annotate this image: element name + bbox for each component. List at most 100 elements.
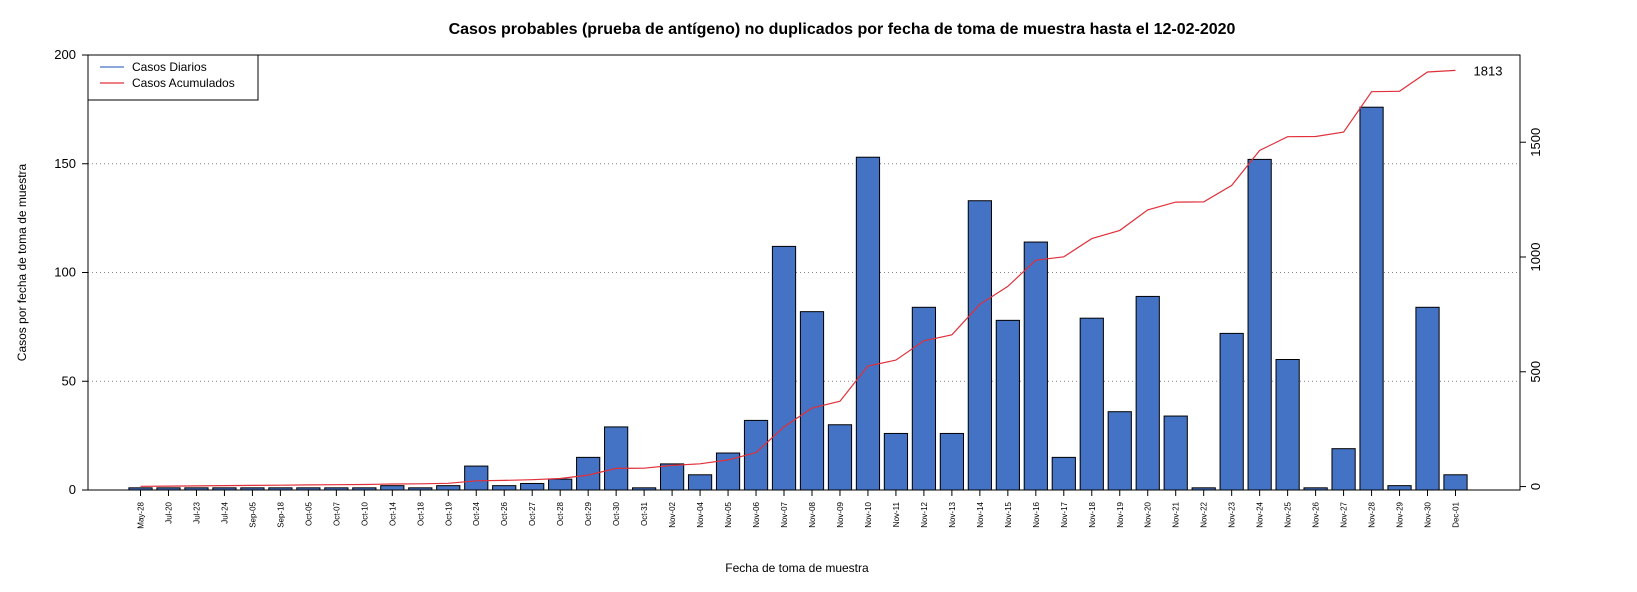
x-tick-label: Nov-16 — [1032, 501, 1041, 527]
bar — [548, 478, 573, 491]
x-tick-label: Oct-28 — [556, 501, 565, 526]
bar — [939, 432, 964, 491]
x-axis: May-28 Jul-20 Jul-23 Jul-24 Sep-05 Sep-18 Oct-… — [137, 489, 1461, 529]
bar — [1443, 474, 1468, 491]
x-tick-label: Nov-19 — [1116, 501, 1125, 527]
x-tick-label: Dec-01 — [1452, 501, 1461, 527]
bar — [967, 200, 992, 491]
x-tick-label: Nov-22 — [1200, 501, 1209, 527]
x-tick-label: Oct-24 — [472, 501, 481, 526]
x-tick-label: Nov-24 — [1256, 501, 1265, 527]
y-tick-label: 200 — [54, 47, 76, 62]
x-tick-label: Nov-25 — [1284, 501, 1293, 527]
bar — [1359, 106, 1384, 491]
cumulative-end-label: 1813 — [1474, 63, 1503, 78]
bar — [1247, 158, 1272, 491]
bar — [604, 426, 629, 491]
bar — [1079, 317, 1104, 491]
x-tick-label: Sep-05 — [248, 501, 257, 527]
x-tick-label: Nov-17 — [1060, 501, 1069, 527]
bar — [1023, 241, 1048, 491]
y-axis-title: Casos por fecha de toma de muestra — [15, 163, 29, 361]
bar — [855, 156, 881, 491]
bar — [380, 485, 405, 491]
x-tick-label: Nov-09 — [836, 501, 845, 527]
bar — [771, 245, 797, 491]
x-tick-label: Nov-04 — [696, 501, 705, 527]
bar — [659, 463, 685, 491]
chart-title: Casos probables (prueba de antígeno) no … — [449, 21, 1236, 38]
x-tick-label: Nov-10 — [864, 501, 873, 527]
x-tick-label: Oct-14 — [388, 501, 397, 526]
y-axis-right: 0 500 1000 1500 — [1520, 128, 1543, 490]
bar — [1275, 359, 1300, 491]
x-tick-label: Nov-15 — [1004, 501, 1013, 527]
legend: Casos Diarios Casos Acumulados — [87, 54, 259, 101]
bar — [911, 306, 937, 491]
x-tick-label: Nov-07 — [780, 501, 789, 527]
x-tick-label: Jul-20 — [164, 501, 173, 523]
x-tick-label: Jul-23 — [192, 501, 201, 523]
bar — [464, 465, 489, 491]
x-tick-label: Oct-26 — [500, 501, 509, 526]
y2-tick-label: 1500 — [1528, 128, 1543, 157]
x-tick-label: Nov-28 — [1368, 501, 1377, 527]
x-tick-label: Nov-11 — [892, 501, 901, 527]
bar — [687, 474, 713, 491]
y-tick-label: 150 — [54, 156, 76, 171]
bar — [1051, 456, 1076, 491]
bar — [1163, 415, 1188, 491]
y-tick-label: 0 — [69, 482, 76, 497]
y-tick-label: 50 — [62, 373, 76, 388]
x-tick-label: Oct-31 — [640, 501, 649, 526]
bar — [1387, 485, 1412, 491]
x-tick-label: Nov-02 — [668, 501, 677, 527]
bar — [520, 482, 545, 491]
x-tick-label: May-28 — [137, 501, 146, 528]
bar — [436, 485, 461, 491]
x-tick-label: Nov-29 — [1396, 501, 1405, 527]
x-tick-label: Oct-27 — [528, 501, 537, 526]
x-tick-label: Nov-26 — [1312, 501, 1321, 527]
y2-tick-label: 500 — [1528, 361, 1543, 383]
bar — [1415, 306, 1440, 491]
x-tick-label: Oct-30 — [612, 501, 621, 526]
y2-tick-label: 0 — [1528, 483, 1543, 490]
x-tick-label: Oct-19 — [444, 501, 453, 526]
bar — [827, 424, 853, 491]
x-tick-label: Nov-30 — [1424, 501, 1433, 527]
x-tick-label: Sep-18 — [276, 501, 285, 527]
x-tick-label: Oct-07 — [332, 501, 341, 526]
bar — [883, 432, 909, 491]
legend-label-cumulative: Casos Acumulados — [132, 76, 235, 90]
x-tick-label: Nov-27 — [1340, 501, 1349, 527]
x-tick-label: Nov-13 — [948, 501, 957, 527]
bar — [995, 319, 1020, 491]
x-tick-label: Oct-05 — [304, 501, 313, 526]
legend-label-daily: Casos Diarios — [132, 60, 207, 74]
y-axis-left: 0 50 100 150 200 — [54, 47, 88, 497]
x-tick-label: Nov-23 — [1228, 501, 1237, 527]
x-tick-label: Nov-18 — [1088, 501, 1097, 527]
bar — [799, 311, 825, 491]
bar — [492, 485, 517, 491]
cumulative-line — [140, 69, 1456, 487]
x-tick-label: Nov-21 — [1172, 501, 1181, 527]
y2-tick-label: 1000 — [1528, 243, 1543, 272]
x-tick-label: Nov-06 — [752, 501, 761, 527]
x-axis-title: Fecha de toma de muestra — [725, 561, 869, 575]
x-tick-label: Nov-14 — [976, 501, 985, 527]
x-tick-label: Oct-18 — [416, 501, 425, 526]
bar — [1219, 332, 1244, 491]
bar — [715, 452, 741, 491]
x-tick-label: Nov-05 — [724, 501, 733, 527]
x-tick-label: Jul-24 — [220, 501, 229, 523]
x-tick-label: Nov-08 — [808, 501, 817, 527]
bar-series — [128, 106, 1468, 491]
x-tick-label: Oct-29 — [584, 501, 593, 526]
bar — [1331, 448, 1356, 491]
x-tick-label: Oct-10 — [360, 501, 369, 526]
y-tick-label: 100 — [54, 265, 76, 280]
legend-box — [87, 54, 259, 101]
